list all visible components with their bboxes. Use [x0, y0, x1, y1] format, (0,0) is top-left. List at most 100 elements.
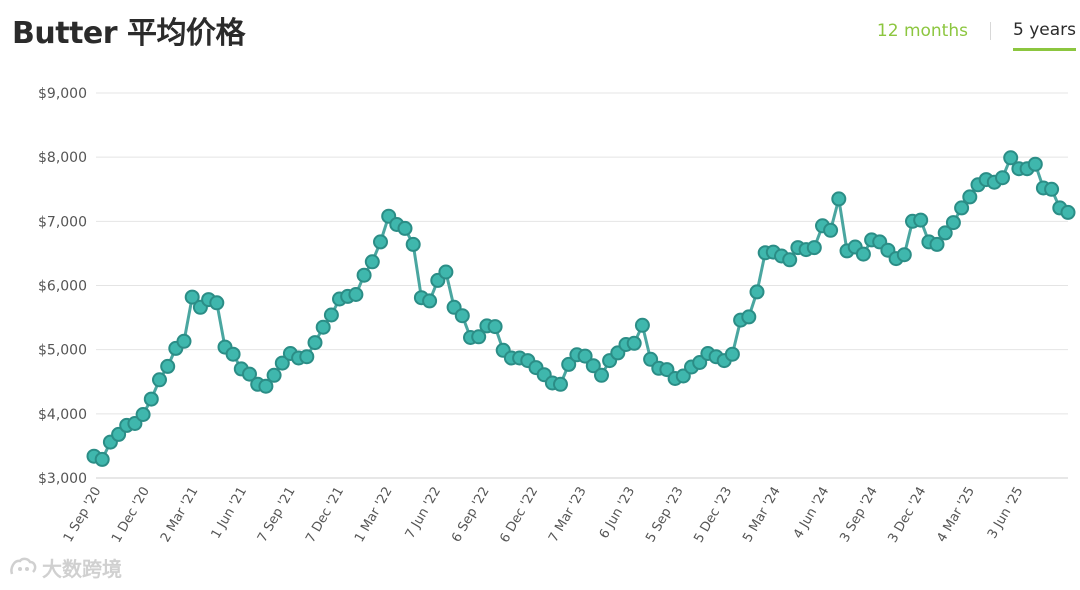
data-point[interactable] — [348, 287, 364, 302]
data-point[interactable] — [855, 246, 871, 262]
x-tick-label: 5 Dec '23 — [691, 485, 735, 546]
range-tabs: 12 months 5 years — [877, 18, 1076, 51]
data-points — [86, 150, 1076, 467]
x-tick-label: 2 Mar '21 — [158, 485, 202, 545]
data-point[interactable] — [1060, 204, 1076, 220]
data-point[interactable] — [356, 267, 372, 283]
data-point[interactable] — [577, 348, 593, 364]
data-point[interactable] — [127, 416, 143, 431]
x-tick-label: 5 Mar '24 — [740, 485, 784, 545]
data-point[interactable] — [111, 426, 127, 442]
data-point[interactable] — [692, 355, 708, 370]
data-point[interactable] — [643, 351, 659, 367]
data-point[interactable] — [94, 451, 110, 467]
x-tick-label: 1 Jun '21 — [209, 485, 250, 542]
y-tick-label: $5,000 — [38, 343, 87, 359]
y-tick-label: $9,000 — [38, 86, 87, 102]
x-tick-label: 6 Sep '22 — [449, 485, 493, 545]
data-point[interactable] — [675, 368, 691, 384]
data-point[interactable] — [937, 225, 953, 241]
data-point[interactable] — [724, 346, 740, 362]
tab-12-months[interactable]: 12 months — [876, 20, 968, 41]
data-point[interactable] — [209, 295, 225, 311]
data-point[interactable] — [225, 346, 241, 362]
data-point[interactable] — [634, 317, 650, 333]
x-tick-label: 1 Sep '20 — [61, 485, 105, 545]
tab-divider — [989, 21, 991, 40]
data-point[interactable] — [274, 355, 290, 371]
x-tick-label: 7 Sep '21 — [255, 485, 299, 545]
data-point[interactable] — [454, 308, 470, 324]
data-point[interactable] — [266, 367, 282, 383]
y-tick-label: $7,000 — [38, 214, 87, 230]
data-point[interactable] — [323, 307, 339, 323]
y-tick-label: $4,000 — [38, 407, 87, 423]
x-axis-tick-labels: 1 Sep '20 1 Dec '20 2 Mar '21 1 Jun '21 7 Se… — [61, 485, 1027, 546]
x-tick-label: 3 Dec '24 — [886, 485, 930, 546]
data-point[interactable] — [1027, 156, 1043, 172]
data-point[interactable] — [1003, 150, 1019, 166]
data-point[interactable] — [594, 367, 609, 383]
data-point[interactable] — [315, 319, 331, 335]
page-title: Butter 平均价格 — [12, 16, 246, 51]
data-point[interactable] — [364, 254, 380, 270]
data-point[interactable] — [487, 319, 503, 335]
data-point[interactable] — [945, 215, 961, 231]
data-point[interactable] — [152, 372, 167, 388]
data-point[interactable] — [823, 222, 839, 238]
data-point[interactable] — [561, 356, 577, 372]
data-point[interactable] — [749, 284, 765, 300]
x-tick-label: 1 Dec '20 — [109, 485, 153, 546]
data-point[interactable] — [954, 200, 970, 216]
data-point[interactable] — [422, 293, 438, 309]
tab-5-years[interactable]: 5 years — [1012, 18, 1076, 51]
data-point[interactable] — [176, 333, 192, 349]
y-tick-label: $8,000 — [38, 150, 87, 166]
data-point[interactable] — [242, 366, 257, 382]
watermark-text: 大数跨境 — [42, 557, 122, 581]
watermark: 大数跨境 — [8, 553, 122, 582]
data-point[interactable] — [160, 358, 176, 374]
x-tick-label: 1 Mar '22 — [352, 485, 396, 545]
data-point[interactable] — [405, 236, 421, 252]
data-point[interactable] — [741, 309, 757, 325]
x-tick-label: 7 Jun '22 — [403, 485, 444, 542]
x-tick-label: 5 Sep '23 — [643, 485, 687, 545]
data-point[interactable] — [782, 252, 798, 268]
data-point[interactable] — [962, 189, 978, 205]
watermark-logo-icon — [10, 557, 37, 574]
data-point[interactable] — [258, 378, 274, 394]
x-tick-label: 7 Dec '21 — [303, 485, 347, 546]
data-point[interactable] — [143, 391, 159, 407]
data-point[interactable] — [373, 234, 388, 250]
x-tick-label: 4 Mar '25 — [934, 485, 978, 545]
x-tick-label: 4 Jun '24 — [791, 485, 832, 542]
data-point[interactable] — [913, 212, 929, 228]
y-axis-tick-labels: $3,000 $4,000 $5,000 $6,000 $7,000 $8,000 $9,0… — [38, 86, 87, 487]
x-tick-label: 7 Mar '23 — [546, 485, 590, 545]
data-point[interactable] — [397, 220, 413, 236]
grid-lines — [96, 92, 1068, 479]
data-point[interactable] — [471, 329, 487, 345]
data-point[interactable] — [626, 335, 642, 351]
data-point[interactable] — [831, 191, 847, 207]
y-tick-label: $3,000 — [38, 471, 87, 487]
x-tick-label: 3 Sep '24 — [837, 485, 881, 545]
data-point[interactable] — [438, 264, 454, 280]
x-tick-label: 3 Jun '25 — [985, 485, 1026, 542]
data-point[interactable] — [929, 236, 945, 252]
data-point[interactable] — [553, 376, 568, 392]
data-point[interactable] — [806, 240, 822, 256]
data-point[interactable] — [135, 407, 151, 422]
x-tick-label: 6 Dec '22 — [497, 485, 541, 546]
data-point[interactable] — [307, 335, 323, 351]
data-point[interactable] — [995, 170, 1010, 186]
x-tick-label: 6 Jun '23 — [597, 485, 638, 542]
data-point[interactable] — [299, 349, 315, 365]
data-point[interactable] — [1044, 181, 1060, 197]
data-point[interactable] — [659, 362, 675, 378]
data-point[interactable] — [184, 289, 200, 305]
data-point[interactable] — [896, 247, 912, 263]
data-point[interactable] — [585, 358, 601, 374]
